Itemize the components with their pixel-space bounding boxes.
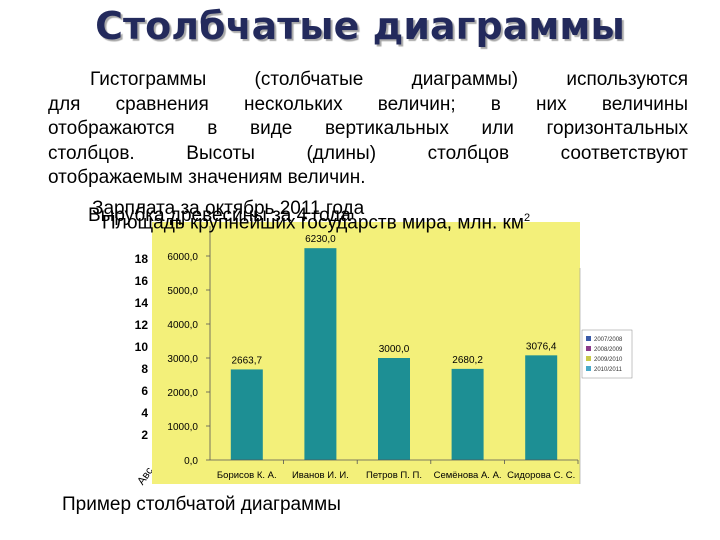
background-tick-label: 12	[135, 318, 149, 332]
bar	[304, 248, 337, 460]
background-tick-label: 2	[141, 428, 148, 442]
plot-area	[152, 222, 580, 484]
paragraph-line: отображаются в виде вертикальных или гор…	[48, 118, 688, 139]
background-tick-label: 10	[135, 340, 149, 354]
paragraph-line: столбцов. Высоты (длины) столбцов соотве…	[48, 142, 688, 164]
chart-title-area-text: Площадь крупнейших государств мира, млн.…	[102, 212, 524, 234]
chart-title-area-sup: 2	[523, 212, 531, 224]
background-tick-label: 18	[135, 252, 149, 266]
legend-swatch	[586, 366, 591, 371]
legend-entry: 2010/2011	[594, 367, 623, 373]
figure-caption: Пример столбчатой диаграммы	[62, 494, 341, 515]
x-category-label: Семёнова А. А.	[434, 470, 502, 481]
legend-swatch	[586, 346, 591, 351]
paragraph-line: для сравнения нескольких величин; в них …	[48, 93, 688, 115]
bar-value-label: 6230,0	[305, 234, 336, 245]
background-tick-label: 14	[135, 296, 149, 310]
bar	[230, 369, 263, 460]
legend-swatch	[586, 356, 591, 361]
y-tick-label: 2000,0	[167, 388, 198, 399]
bar	[451, 368, 484, 460]
background-tick-label: 8	[141, 362, 148, 376]
background-tick-label: 4	[141, 406, 148, 420]
bars: 2663,7 6230,0 3000,0 2680,2 3076,4	[230, 234, 558, 460]
x-category-label: Сидорова С. С.	[507, 470, 575, 481]
x-category-label: Петров П. П.	[366, 470, 422, 481]
x-category-label: Иванов И. И.	[292, 470, 349, 481]
y-tick-label: 6000,0	[167, 252, 198, 263]
slide-title: Столбчатые диаграммы	[95, 4, 625, 48]
chart-title-salary: Зарплата за октябрь 2011 года	[92, 198, 365, 219]
bar-value-label: 3076,4	[526, 341, 557, 352]
intro-paragraph: Гистограммы (столбчатые диаграммы) испол…	[48, 68, 688, 191]
y-tick-label: 1000,0	[167, 422, 198, 433]
bar	[525, 355, 558, 460]
x-category-label: Борисов К. А.	[217, 470, 277, 481]
chart-title-area: Площадь крупнейших государств мира, млн.…	[102, 212, 530, 234]
bar-value-label: 2663,7	[232, 355, 263, 366]
legend-entry: 2008/2009	[594, 347, 623, 353]
y-tick-label: 5000,0	[167, 286, 198, 297]
y-tick-label: 0,0	[184, 456, 198, 467]
bar	[378, 358, 410, 460]
legend-swatch	[586, 336, 591, 341]
paragraph-line: отображаемым значениям величин.	[48, 167, 366, 188]
legend-entry: 2007/2008	[594, 337, 623, 343]
legend-entry: 2009/2010	[594, 357, 623, 363]
background-tick-label: 6	[141, 384, 148, 398]
background-tick-label: 16	[135, 274, 149, 288]
chart-title-timber: Вырубка древесины за 4 года	[88, 205, 351, 226]
y-axis: 0,0 1000,0 2000,0 3000,0 4000,0 5000,0 6000,0	[167, 226, 211, 467]
x-axis: Борисов К. А. Иванов И. И. Петров П. П. Сем…	[210, 459, 579, 481]
bar-value-label: 2680,2	[452, 355, 483, 366]
y-tick-label: 4000,0	[167, 320, 198, 331]
paragraph-line: Гистограммы (столбчатые диаграммы) испол…	[90, 69, 688, 90]
bar-value-label: 3000,0	[379, 344, 410, 355]
legend: 2007/2008 2008/2009 2009/2010 2010/2011	[579, 268, 633, 484]
y-tick-label: 3000,0	[167, 354, 198, 365]
